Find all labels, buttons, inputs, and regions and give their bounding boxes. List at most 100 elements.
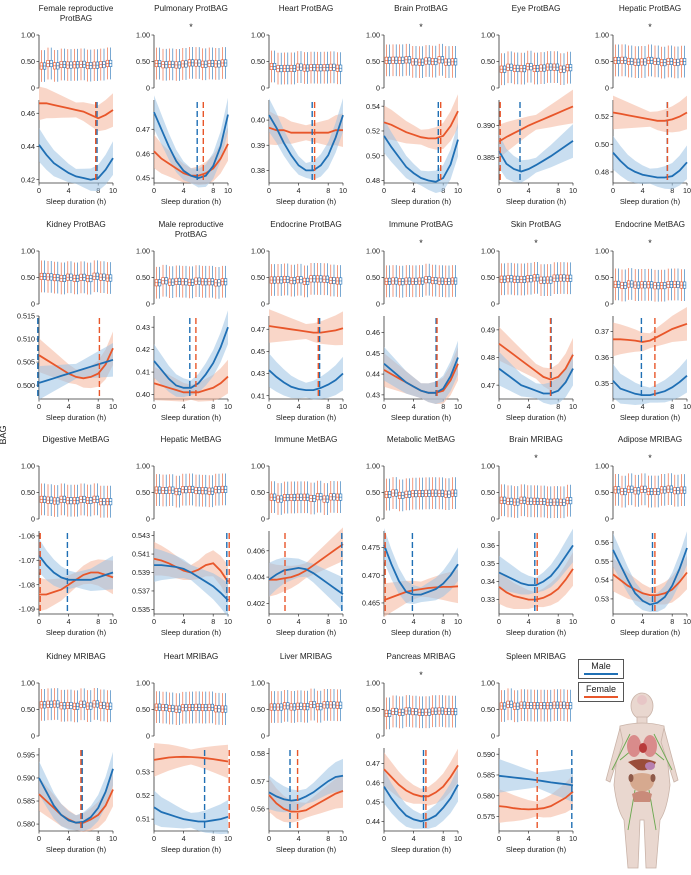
box-y-tick-label: 0.50 <box>251 57 265 66</box>
panel-title: Female reproductive <box>39 4 114 13</box>
curve-x-tick-label: 4 <box>527 834 531 843</box>
box-y-tick-label: 0.50 <box>595 57 609 66</box>
ci-band-male <box>154 790 228 835</box>
curve-x-tick-label: 8 <box>211 402 215 411</box>
series-line-male <box>268 774 344 802</box>
curve-y-tick-label: 0.45 <box>366 349 380 358</box>
box-y-tick-label: 0.50 <box>21 488 35 497</box>
curve-x-tick-label: 8 <box>556 834 560 843</box>
series-line-male <box>383 357 459 394</box>
box-y-tick-label: 1.00 <box>136 679 150 688</box>
box-y-tick-label: 0 <box>146 300 150 309</box>
box-y-tick-label: 0 <box>261 84 265 93</box>
curve-x-tick-label: 4 <box>182 617 186 626</box>
curve-x-label: Sleep duration (h) <box>46 845 107 854</box>
ci-band-female <box>613 95 687 133</box>
curve-y-tick-label: -1.09 <box>19 605 35 614</box>
curve-x-tick-label: 4 <box>297 617 301 626</box>
curve-x-tick-label: 0 <box>152 402 156 411</box>
curve-y-tick-label: 0.52 <box>136 791 150 800</box>
curve-y-tick-label: 0.510 <box>17 335 35 344</box>
curve-y-tick-label: 0.49 <box>481 325 495 334</box>
box-y-tick-label: 1.00 <box>21 247 35 256</box>
curve-x-tick-label: 10 <box>454 834 462 843</box>
panel-title: ProtBAG <box>175 230 207 239</box>
curve-y-tick-label: 0.590 <box>477 750 495 759</box>
box-y-tick-label: 0.50 <box>481 273 495 282</box>
curve-y-tick-label: 0.51 <box>136 815 150 824</box>
significance-star: * <box>419 670 423 680</box>
curve-y-tick-label: 0.42 <box>136 345 150 354</box>
ci-band-male <box>499 528 573 595</box>
curve-x-tick-label: 10 <box>454 186 462 195</box>
ci-band-male <box>269 758 343 813</box>
series-line-male <box>612 152 688 179</box>
curve-y-tick-label: 0.56 <box>595 538 609 547</box>
series-line-male <box>268 114 344 172</box>
panel-21: Liver MRIBAG 0 0.50 1.00 0.56 0.57 0.58 0 4 8 10Sl… <box>251 652 347 854</box>
curve-x-tick-label: 0 <box>611 402 615 411</box>
series-line-male <box>153 806 229 823</box>
curve-x-tick-label: 4 <box>641 186 645 195</box>
box-y-tick-label: 0.50 <box>481 488 495 497</box>
panel-11: Skin ProtBAG 0 0.50 1.00 * 0.47 0.48 0.49 0 4 8 10S… <box>481 220 577 422</box>
ci-band-female <box>269 309 343 346</box>
curve-x-tick-label: 0 <box>267 617 271 626</box>
curve-y-tick-label: 0.465 <box>362 599 380 608</box>
curve-y-tick-label: 0.45 <box>366 798 380 807</box>
series-line-female <box>39 102 114 120</box>
panel-23: Spleen MRIBAG 0 0.50 1.00 0.575 0.580 0.585 0.5… <box>477 652 577 854</box>
curve-x-tick-label: 10 <box>339 834 347 843</box>
curve-x-tick-label: 10 <box>339 402 347 411</box>
panel-title: Pancreas MRIBAG <box>386 652 455 661</box>
curve-x-tick-label: 10 <box>569 834 577 843</box>
box-y-tick-label: 0 <box>261 732 265 741</box>
curve-y-tick-label: 0.44 <box>21 142 35 151</box>
panel-1: Female reproductiveProtBAG00.501.000.420… <box>21 4 117 206</box>
curve-y-tick-label: 0.47 <box>366 759 380 768</box>
curve-x-label: Sleep duration (h) <box>276 845 337 854</box>
curve-y-tick-label: 0.543 <box>132 531 150 540</box>
panel-7: Kidney ProtBAG 0 0.50 1.00 0.500 0.505 0.510 0.… <box>17 220 117 422</box>
curve-x-tick-label: 4 <box>182 834 186 843</box>
significance-star: * <box>189 22 193 32</box>
series-line-male <box>268 566 344 595</box>
panel-22: Pancreas MRIBAG 0 0.50 1.00 * 0.44 0.45 0.46 0.4… <box>366 652 462 854</box>
legend-male-label: Male <box>591 661 611 671</box>
curve-x-tick-label: 8 <box>326 186 330 195</box>
panel-14: Hepatic MetBAG 0 0.50 1.00 0.535 0.537 0.539 0.… <box>132 435 232 637</box>
curve-x-tick-label: 0 <box>37 402 41 411</box>
series-line-female <box>613 322 688 343</box>
box-y-tick-label: 1.00 <box>21 31 35 40</box>
curve-x-label: Sleep duration (h) <box>391 628 452 637</box>
legend-female: Female <box>578 682 624 702</box>
box-y-tick-label: 0 <box>261 515 265 524</box>
curve-y-tick-label: 0.45 <box>251 347 265 356</box>
curve-x-label: Sleep duration (h) <box>161 197 222 206</box>
curve-x-tick-label: 8 <box>326 617 330 626</box>
box-y-tick-label: 0 <box>491 515 495 524</box>
curve-y-tick-label: 0.46 <box>136 149 150 158</box>
curve-y-tick-label: 0.46 <box>21 109 35 118</box>
series-line-male <box>498 367 574 395</box>
panel-title: Liver MRIBAG <box>280 652 332 661</box>
panel-13: Digestive MetBAG 0 0.50 1.00 -1.06 -1.07 -1.08… <box>19 435 117 637</box>
box-y-tick-label: 1.00 <box>595 247 609 256</box>
ci-band-female <box>499 326 573 391</box>
series-line-male <box>154 564 229 601</box>
series-line-female <box>268 126 343 134</box>
significance-star: * <box>534 453 538 463</box>
box-y-tick-label: 0.50 <box>136 273 150 282</box>
curve-y-tick-label: 0.48 <box>481 353 495 362</box>
series-line-female <box>498 105 574 143</box>
curve-x-label: Sleep duration (h) <box>46 413 107 422</box>
curve-y-tick-label: 0.41 <box>136 368 150 377</box>
curve-x-label: Sleep duration (h) <box>161 628 222 637</box>
curve-x-tick-label: 8 <box>441 402 445 411</box>
box-y-tick-label: 0.50 <box>366 488 380 497</box>
box-y-tick-label: 1.00 <box>251 31 265 40</box>
curve-x-label: Sleep duration (h) <box>506 197 567 206</box>
panel-title: Brain MRIBAG <box>509 435 563 444</box>
curve-y-tick-label: 0.46 <box>366 778 380 787</box>
